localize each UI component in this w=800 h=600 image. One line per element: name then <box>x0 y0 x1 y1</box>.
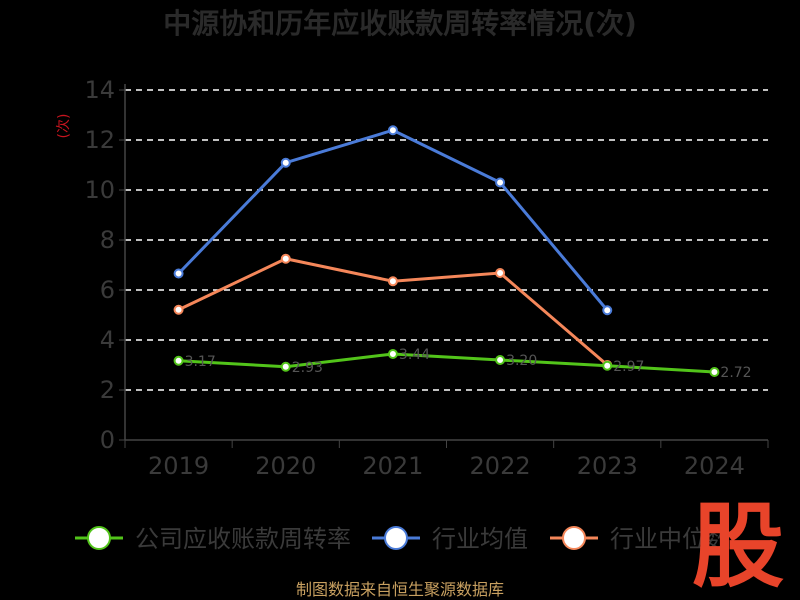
legend-item-1: 行业均值 <box>372 525 528 553</box>
series-0-point-2024 <box>709 367 720 377</box>
axes <box>119 84 769 448</box>
series-1-point-2020 <box>280 157 291 168</box>
legend-marker-2 <box>562 526 586 550</box>
series-2-point-2021 <box>387 276 398 287</box>
series-group: 3.17 2.93 3.44 3.20 2.97 2.72 <box>173 125 752 381</box>
x-tick-label-2022: 2022 <box>470 452 531 480</box>
x-tick-label-2023: 2023 <box>577 452 638 480</box>
y-tick-label-10: 10 <box>84 176 115 204</box>
legend: 公司应收账款周转率 行业均值 行业中位数 <box>75 525 730 553</box>
x-tick-label-2019: 2019 <box>148 452 209 480</box>
series-1-point-2021 <box>387 125 398 136</box>
legend-label-1: 行业均值 <box>432 525 528 553</box>
series-1-point-2022 <box>495 177 506 188</box>
legend-item-0: 公司应收账款周转率 <box>75 525 351 553</box>
grid-lines <box>125 89 768 391</box>
data-label-2021: 3.44 <box>399 347 430 363</box>
series-0-point-2023 <box>602 360 613 371</box>
y-tick-label-2: 2 <box>100 376 115 404</box>
x-tick-label-2024: 2024 <box>684 452 745 480</box>
data-label-2024: 2.72 <box>720 365 751 381</box>
y-axis-label: (次) <box>56 114 72 139</box>
series-0-point-2021 <box>387 349 398 359</box>
chart-title: 中源协和历年应收账款周转率情况(次) <box>163 7 637 40</box>
y-tick-label-12: 12 <box>84 126 115 154</box>
data-label-2020: 2.93 <box>292 360 323 376</box>
y-tick-labels: 0 2 4 6 8 10 12 14 <box>84 76 115 454</box>
series-1-point-2023 <box>602 305 613 316</box>
y-tick-label-0: 0 <box>100 426 115 454</box>
series-1-point-2019 <box>173 268 184 279</box>
y-tick-label-8: 8 <box>100 226 115 254</box>
series-line-0 <box>178 352 715 374</box>
legend-label-0: 公司应收账款周转率 <box>135 525 351 553</box>
source-note: 制图数据来自恒生聚源数据库 <box>296 580 504 599</box>
data-label-2022: 3.20 <box>506 353 537 369</box>
x-tick-labels: 2019 2020 2021 2022 2023 2024 <box>148 452 745 480</box>
series-0: 3.17 2.93 3.44 3.20 2.97 2.72 <box>173 347 752 381</box>
x-tick-label-2021: 2021 <box>362 452 423 480</box>
series-1 <box>173 125 613 316</box>
legend-item-2: 行业中位数 <box>550 525 730 553</box>
watermark-logo: 股 <box>692 493 784 600</box>
data-label-2023: 2.97 <box>613 359 644 375</box>
series-2-point-2020 <box>280 253 291 264</box>
legend-marker-1 <box>384 526 408 550</box>
y-tick-label-14: 14 <box>84 76 115 104</box>
x-tick-label-2020: 2020 <box>255 452 316 480</box>
legend-label-2: 行业中位数 <box>610 525 730 553</box>
y-tick-label-6: 6 <box>100 276 115 304</box>
data-label-2019: 3.17 <box>185 354 216 370</box>
y-tick-label-4: 4 <box>100 326 115 354</box>
series-0-point-2022 <box>495 355 506 365</box>
series-0-point-2020 <box>280 361 291 372</box>
series-2-point-2022 <box>495 268 506 278</box>
series-2-point-2019 <box>173 304 184 315</box>
series-0-point-2019 <box>173 355 184 366</box>
legend-marker-0 <box>87 526 111 550</box>
